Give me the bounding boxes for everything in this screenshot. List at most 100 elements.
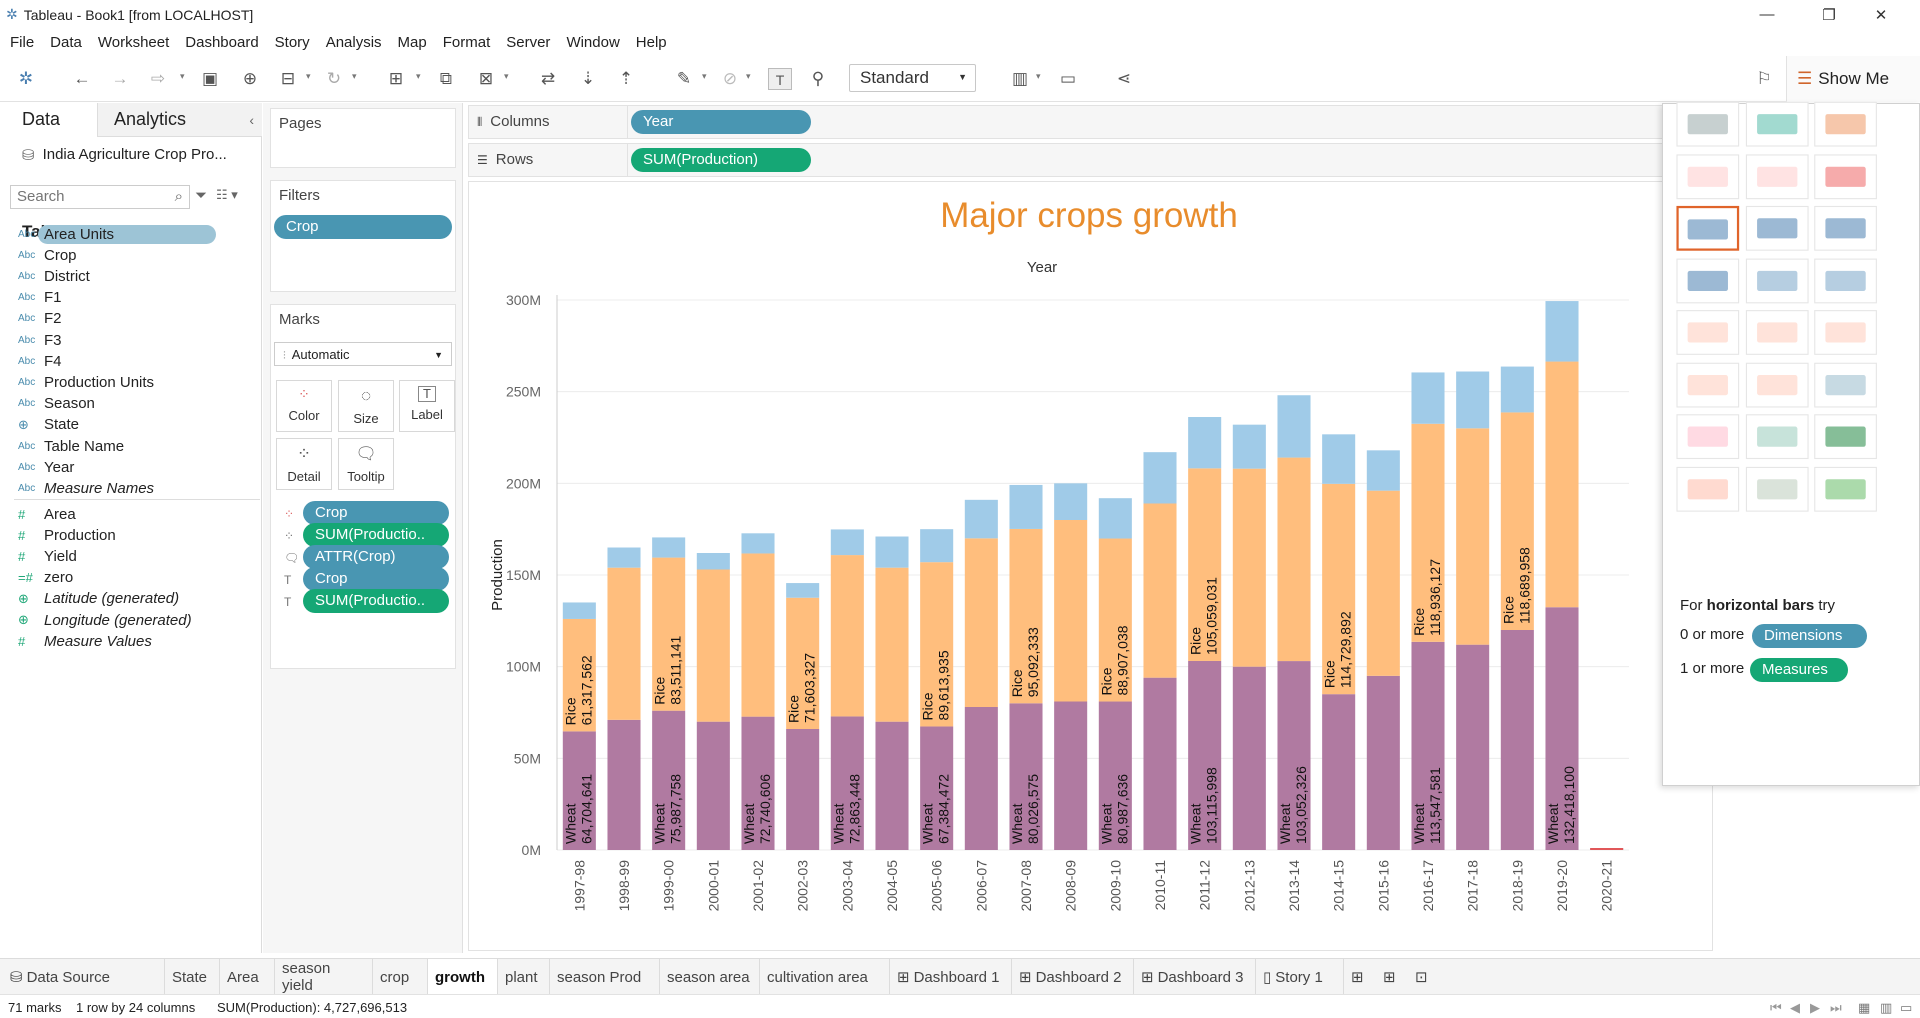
viz-area[interactable]: Major crops growth Year Production 0M 50M 100…: [468, 181, 1713, 951]
bar-other-1998-99[interactable]: [607, 547, 641, 568]
maximize-button[interactable]: ❐: [1822, 6, 1836, 24]
bar-rice-2005-06[interactable]: [920, 562, 954, 727]
bar-rice-2018-19[interactable]: [1500, 412, 1534, 630]
clear-sheet-icon[interactable]: ⊠: [478, 69, 494, 88]
showme-highlight-table-icon[interactable]: [1814, 101, 1877, 147]
replay-icon[interactable]: ⇨: [150, 69, 166, 88]
close-button[interactable]: ✕: [1874, 6, 1888, 24]
duplicate-sheet-icon[interactable]: ⧉: [439, 69, 453, 88]
bar-other-2014-15[interactable]: [1322, 434, 1356, 484]
tooltip-button[interactable]: 🗨 Tooltip: [338, 438, 394, 490]
presentation-mode-icon[interactable]: ▭: [1059, 69, 1077, 88]
sheet-tab-data-source[interactable]: ⛁ Data Source: [0, 959, 165, 995]
bar-rice-2001-02[interactable]: [741, 553, 775, 717]
bar-wheat-2017-18[interactable]: [1456, 644, 1490, 850]
bar-rice-2012-13[interactable]: [1232, 468, 1266, 667]
bar-other-2007-08[interactable]: [1009, 484, 1043, 529]
bar-other-2001-02[interactable]: [741, 533, 775, 554]
tab-analytics[interactable]: Analytics ‹: [97, 103, 262, 137]
bar-other-2011-12[interactable]: [1188, 417, 1222, 469]
bar-wheat-2003-04[interactable]: [830, 716, 864, 850]
filters-card[interactable]: Filters Crop: [270, 180, 456, 292]
datasource-item[interactable]: ⛁ India Agriculture Crop Pro...: [22, 146, 227, 164]
field-zero[interactable]: =# zero: [18, 567, 258, 589]
showme-treemap-icon[interactable]: [1676, 258, 1740, 303]
menu-dashboard[interactable]: Dashboard: [185, 33, 259, 51]
label-button[interactable]: T Label: [399, 380, 455, 432]
bar-wheat-2005-06[interactable]: [920, 726, 954, 850]
bar-wheat-2012-13[interactable]: [1232, 666, 1266, 850]
share-icon[interactable]: ⋖: [1116, 69, 1132, 88]
marks-pill-attr-crop[interactable]: ATTR(Crop): [303, 545, 449, 569]
showme-circle-views-icon[interactable]: [1745, 258, 1809, 303]
minimize-button[interactable]: —: [1759, 6, 1775, 23]
field-measure-names[interactable]: Abc Measure Names: [18, 477, 258, 499]
sort-descending-icon[interactable]: ⇡: [618, 69, 634, 88]
filter-pill-crop[interactable]: Crop: [274, 215, 452, 239]
detail-button[interactable]: ⁘ Detail: [276, 438, 332, 490]
bar-wheat-2019-20[interactable]: [1545, 607, 1579, 850]
bar-rice-2006-07[interactable]: [964, 538, 998, 707]
field-measure-values[interactable]: # Measure Values: [18, 630, 258, 652]
showme-filled-map-icon[interactable]: [1745, 153, 1809, 199]
sheet-tab-growth[interactable]: growth: [428, 959, 498, 995]
format-paint-icon[interactable]: ⚐: [1756, 69, 1772, 88]
bar-other-2012-13[interactable]: [1232, 424, 1266, 469]
bar-rice-2004-05[interactable]: [875, 567, 909, 722]
marks-pill-crop-color[interactable]: Crop: [303, 501, 449, 525]
menu-window[interactable]: Window: [566, 33, 620, 51]
field-crop[interactable]: Abc Crop: [18, 244, 258, 266]
bar-other-2003-04[interactable]: [830, 529, 864, 556]
new-datasource-icon[interactable]: ⊕: [242, 69, 258, 88]
tableau-home-icon[interactable]: ✲: [18, 69, 34, 88]
showme-area-continuous-icon[interactable]: [1676, 362, 1740, 407]
bar-other-2013-14[interactable]: [1277, 395, 1311, 458]
marks-pill-crop-label[interactable]: Crop: [303, 567, 449, 591]
bar-rice-2007-08[interactable]: [1009, 528, 1043, 704]
prev-page-icon[interactable]: ◀: [1790, 1000, 1800, 1015]
collapse-pane-icon[interactable]: ‹: [249, 111, 254, 128]
bar-wheat-2018-19[interactable]: [1500, 630, 1534, 850]
showme-discrete-lines-icon[interactable]: [1745, 310, 1809, 355]
bar-rice-2017-18[interactable]: [1456, 428, 1490, 645]
sheet-tab-season-prod[interactable]: season Prod: [550, 959, 660, 995]
mark-type-select[interactable]: ⫶ Automatic ▼: [274, 342, 452, 366]
field-longitude-generated-[interactable]: ⊕ Longitude (generated): [18, 609, 258, 631]
highlight-icon[interactable]: ✎: [676, 69, 692, 88]
bar-rice-2014-15[interactable]: [1322, 483, 1356, 695]
bar-wheat-2002-03[interactable]: [786, 729, 820, 850]
view-options-icon[interactable]: ☷ ▾: [216, 187, 238, 202]
new-worksheet-icon[interactable]: ⊞: [388, 69, 404, 88]
last-page-icon[interactable]: ⏭: [1830, 1000, 1842, 1015]
columns-pill-year[interactable]: Year: [631, 110, 811, 134]
bar-wheat-2008-09[interactable]: [1054, 701, 1088, 851]
bar-rice-2008-09[interactable]: [1054, 520, 1088, 702]
bar-wheat-1999-00[interactable]: [652, 710, 686, 850]
bar-wheat-2016-17[interactable]: [1411, 641, 1445, 850]
showme-box-whisker-icon[interactable]: [1814, 414, 1877, 460]
field-year[interactable]: Abc Year: [18, 456, 258, 478]
showme-area-discrete-icon[interactable]: [1745, 362, 1809, 407]
bar-other-1997-98[interactable]: [562, 602, 596, 619]
bar-rice-2016-17[interactable]: [1411, 423, 1445, 642]
showme-symbol-map-icon[interactable]: [1676, 153, 1740, 199]
menu-format[interactable]: Format: [442, 33, 491, 51]
fit-mode-select[interactable]: Standard ▼: [849, 64, 976, 92]
menu-map[interactable]: Map: [397, 33, 427, 51]
sheet-sorter-icon[interactable]: ▦: [1858, 1000, 1871, 1015]
bar-wheat-1998-99[interactable]: [607, 719, 641, 850]
bar-other-2008-09[interactable]: [1054, 483, 1088, 520]
undo-icon[interactable]: ←: [73, 69, 91, 88]
first-page-icon[interactable]: ⏮: [1770, 1000, 1782, 1015]
showme-packed-bubbles-icon[interactable]: [1814, 466, 1877, 512]
columns-shelf[interactable]: ⦀ Columns Year: [468, 105, 1681, 139]
rows-pill-production[interactable]: SUM(Production): [631, 148, 811, 172]
field-f2[interactable]: Abc F2: [18, 308, 258, 330]
showme-gantt-chart-icon[interactable]: [1676, 466, 1740, 512]
bar-wheat-2009-10[interactable]: [1098, 701, 1132, 850]
sheet-tab-area[interactable]: Area: [220, 959, 275, 995]
sheet-tab-dashboard-3[interactable]: ⊞ Dashboard 3: [1134, 959, 1256, 995]
sort-ascending-icon[interactable]: ⇣: [580, 69, 596, 88]
field-table-name[interactable]: Abc Table Name: [18, 435, 258, 457]
marks-pill-production-size[interactable]: SUM(Productio..: [303, 523, 449, 547]
